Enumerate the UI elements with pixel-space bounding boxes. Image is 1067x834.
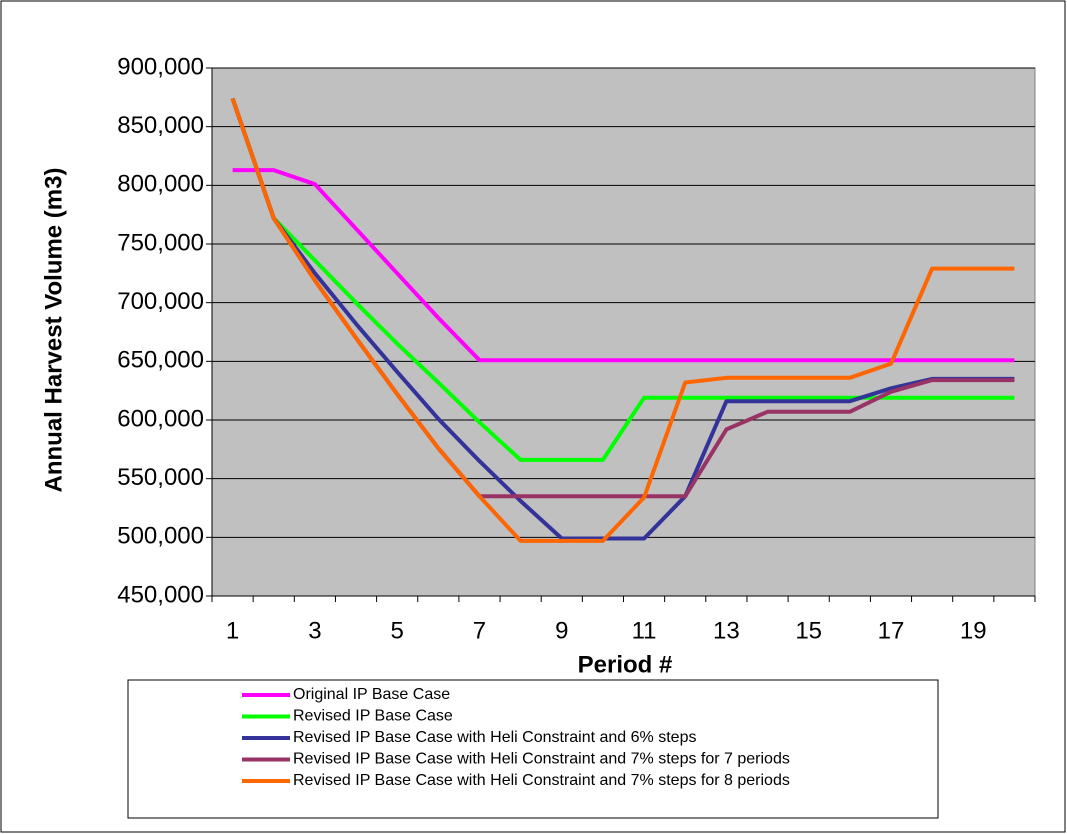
series-line [230, 97, 1015, 543]
x-tick-label: 17 [878, 617, 905, 644]
legend-label: Revised IP Base Case with Heli Constrain… [293, 751, 790, 768]
x-tick-label: 11 [632, 617, 657, 644]
y-tick-label: 700,000 [117, 288, 204, 315]
x-tick-label: 19 [960, 617, 987, 644]
x-tick-label: 7 [473, 617, 486, 644]
x-tick-label: 1 [226, 617, 239, 644]
y-tick-label: 650,000 [117, 347, 204, 374]
series-line [230, 97, 1015, 541]
plot-area [211, 67, 1036, 597]
y-axis-title: Annual Harvest Volume (m3) [40, 168, 67, 493]
x-tick-label: 15 [795, 617, 822, 644]
y-tick-label: 600,000 [117, 405, 204, 432]
x-tick-label: 3 [308, 617, 321, 644]
x-axis-title: Period # [578, 651, 673, 678]
x-tick-label: 9 [555, 617, 568, 644]
y-tick-label: 900,000 [117, 53, 204, 80]
series-line [232, 168, 1015, 363]
y-tick-label: 500,000 [117, 523, 204, 550]
y-tick-label: 750,000 [117, 229, 204, 256]
series-line [230, 97, 1015, 462]
y-tick-label: 850,000 [117, 112, 204, 139]
legend-label: Revised IP Base Case [293, 708, 453, 725]
legend-label: Original IP Base Case [293, 686, 450, 703]
legend [127, 679, 939, 819]
y-tick-label: 550,000 [117, 464, 204, 491]
y-tick-label: 450,000 [117, 581, 204, 608]
legend-label: Revised IP Base Case with Heli Constrain… [293, 772, 790, 789]
y-tick-label: 800,000 [117, 171, 204, 198]
legend-label: Revised IP Base Case with Heli Constrain… [293, 729, 696, 746]
x-tick-label: 5 [390, 617, 403, 644]
x-tick-label: 13 [713, 617, 740, 644]
